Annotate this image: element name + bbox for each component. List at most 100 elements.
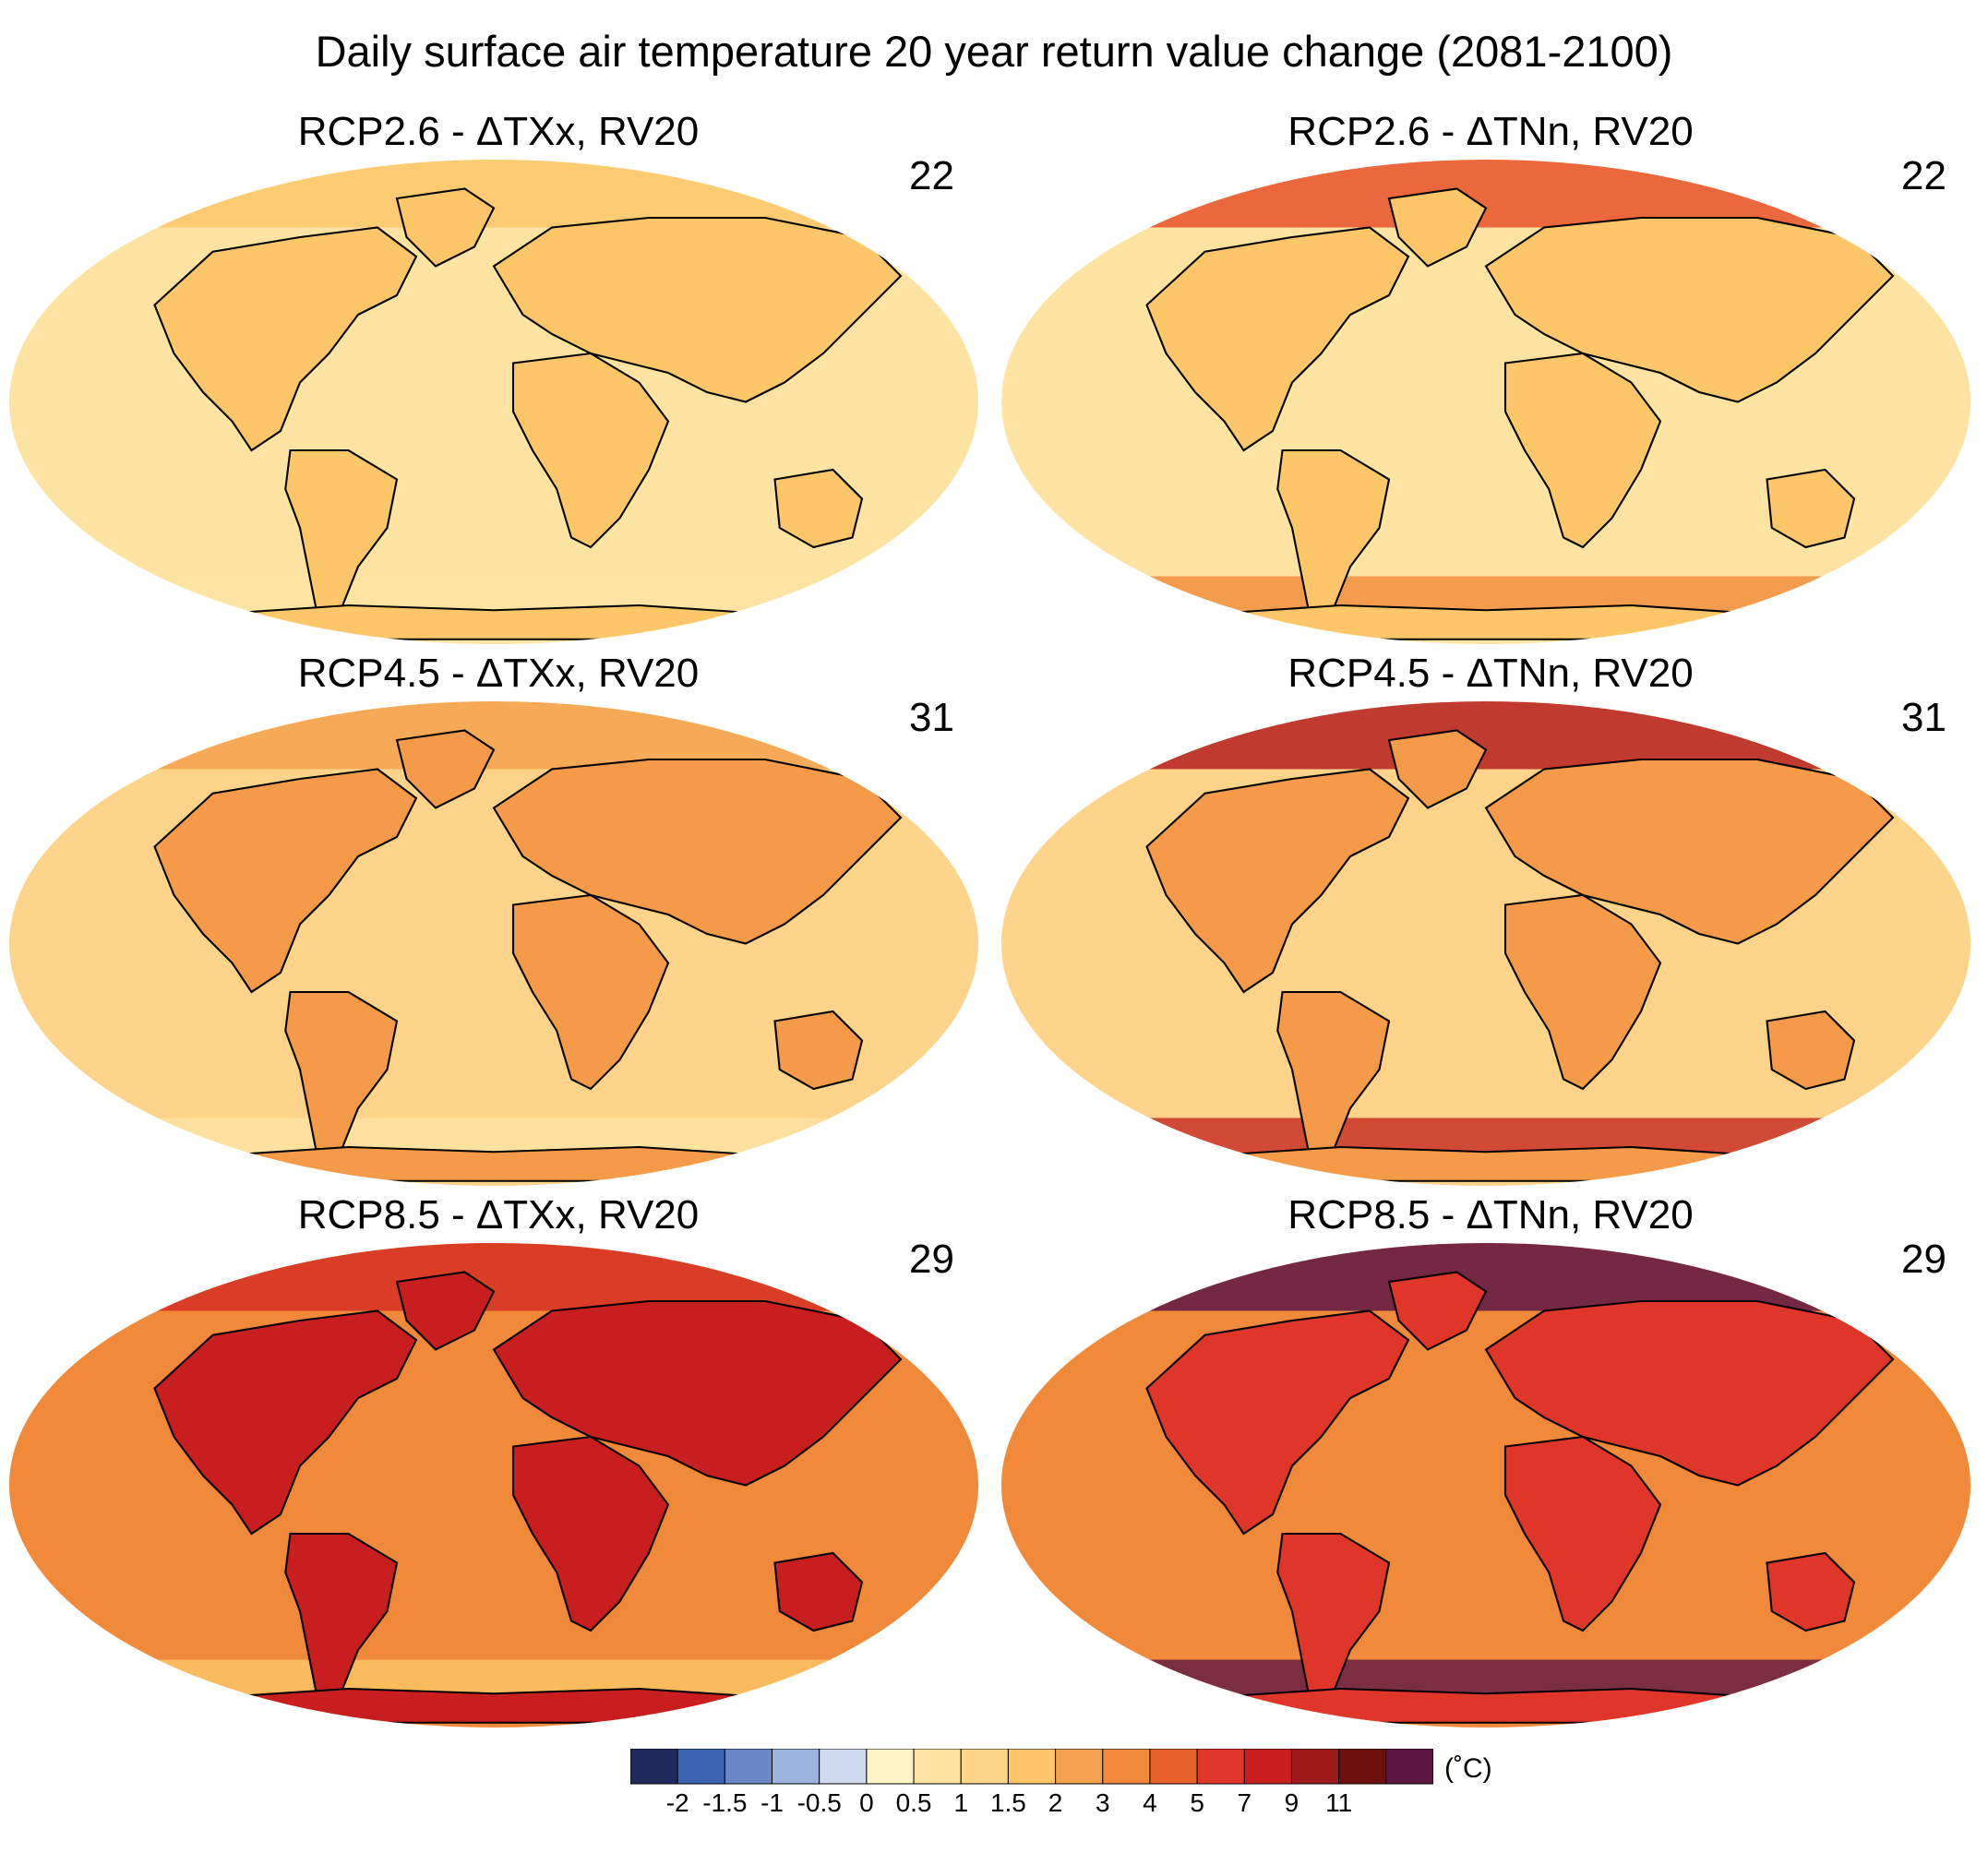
map-panel-3: RCP4.5 - ΔTXx, RV20 31 (9, 651, 988, 1195)
colorbar-cell (819, 1749, 868, 1785)
panel-title: RCP4.5 - ΔTXx, RV20 (297, 651, 700, 696)
map-panel-5: RCP8.5 - ΔTXx, RV20 29 (9, 1192, 988, 1737)
arctic-band (9, 160, 978, 228)
continent-africa (511, 893, 670, 1091)
arctic-band (1001, 160, 1970, 228)
world-map (9, 1243, 978, 1728)
continent-north-america (153, 226, 418, 452)
continent-europe-asia (1484, 216, 1895, 403)
continent-antarctica (200, 604, 787, 640)
colorbar-tick-label: 7 (1237, 1788, 1252, 1817)
colorbar-cell (1196, 1749, 1245, 1785)
continent-antarctica (200, 1145, 787, 1182)
continent-greenland (1387, 729, 1488, 809)
panel-title: RCP2.6 - ΔTXx, RV20 (297, 109, 700, 154)
panel-title: RCP8.5 - ΔTXx, RV20 (297, 1192, 700, 1237)
colorbar-tick-label: -1.5 (702, 1788, 748, 1817)
arctic-band (1001, 1243, 1970, 1311)
colorbar-tick-label: 11 (1325, 1788, 1353, 1817)
continent-antarctica (1192, 1687, 1779, 1724)
continent-australia (1766, 1010, 1856, 1091)
continent-greenland (395, 1271, 496, 1351)
model-count: 22 (909, 153, 954, 198)
continent-australia (773, 1551, 864, 1632)
figure-title: Daily surface air temperature 20 year re… (315, 27, 1673, 76)
colorbar-cell (1007, 1749, 1057, 1785)
continent-africa (1503, 352, 1662, 549)
colorbar-cell (960, 1749, 1009, 1785)
colorbar-cell (1243, 1749, 1292, 1785)
continent-north-america (1145, 1309, 1410, 1536)
continent-europe-asia (492, 216, 903, 403)
colorbar-tick-label: 9 (1284, 1788, 1299, 1817)
colorbar-tick-label: 5 (1190, 1788, 1204, 1817)
continent-north-america (153, 768, 418, 994)
colorbar-cell (866, 1749, 915, 1785)
continent-north-america (1145, 226, 1410, 452)
model-count: 31 (1901, 695, 1946, 740)
colorbar-tick-label: -1 (760, 1788, 784, 1817)
continent-north-america (1145, 768, 1410, 994)
arctic-band (9, 701, 978, 770)
continent-greenland (395, 729, 496, 809)
colorbar-cell (772, 1749, 820, 1785)
continent-europe-asia (1484, 758, 1895, 945)
map-panel-6: RCP8.5 - ΔTNn, RV20 29 (1001, 1192, 1980, 1737)
continent-greenland (1387, 1271, 1488, 1351)
colorbar-tick-label: 2 (1048, 1788, 1063, 1817)
continent-north-america (153, 1309, 418, 1536)
continent-africa (511, 1435, 670, 1632)
continent-europe-asia (1484, 1299, 1895, 1487)
map-panel-1: RCP2.6 - ΔTXx, RV20 22 (9, 109, 988, 653)
world-map (1001, 160, 1970, 644)
arctic-band (9, 1243, 978, 1311)
colorbar-tick-label: 3 (1095, 1788, 1110, 1817)
colorbar-cell (1055, 1749, 1104, 1785)
colorbar-cell (630, 1749, 678, 1785)
world-map (9, 160, 978, 644)
continent-australia (1766, 1551, 1856, 1632)
continent-australia (1766, 468, 1856, 549)
continent-antarctica (1192, 604, 1779, 640)
colorbar-tick-label: -2 (665, 1788, 689, 1817)
continent-europe-asia (492, 1299, 903, 1487)
colorbar-cell (1290, 1749, 1340, 1785)
continent-africa (1503, 1435, 1662, 1632)
colorbar-cell (724, 1749, 773, 1785)
continent-europe-asia (492, 758, 903, 945)
panel-title: RCP8.5 - ΔTNn, RV20 (1287, 1192, 1694, 1237)
continent-africa (1503, 893, 1662, 1091)
continent-greenland (395, 187, 496, 268)
continent-australia (773, 1010, 864, 1091)
panel-title: RCP4.5 - ΔTNn, RV20 (1287, 651, 1694, 696)
colorbar-tick-label: -0.5 (796, 1788, 842, 1817)
panel-title: RCP2.6 - ΔTNn, RV20 (1287, 109, 1694, 154)
world-map (1001, 701, 1970, 1186)
colorbar-cell (1102, 1749, 1151, 1785)
map-panel-4: RCP4.5 - ΔTNn, RV20 31 (1001, 651, 1980, 1195)
colorbar-tick-label: 1.5 (989, 1788, 1026, 1817)
colorbar-unit: (˚C) (1444, 1753, 1492, 1784)
continent-greenland (1387, 187, 1488, 268)
colorbar-tick-label: 4 (1143, 1788, 1157, 1817)
continent-antarctica (200, 1687, 787, 1724)
colorbar-cell (913, 1749, 962, 1785)
model-count: 29 (909, 1237, 954, 1282)
model-count: 29 (1901, 1237, 1946, 1282)
colorbar-tick-label: 0.5 (895, 1788, 932, 1817)
arctic-band (1001, 701, 1970, 770)
colorbar-tick-label: 1 (953, 1788, 969, 1817)
model-count: 31 (909, 695, 954, 740)
colorbar-cell (1385, 1749, 1433, 1785)
map-panel-2: RCP2.6 - ΔTNn, RV20 22 (1001, 109, 1980, 653)
continent-africa (511, 352, 670, 549)
model-count: 22 (1901, 153, 1946, 198)
continent-antarctica (1192, 1145, 1779, 1182)
colorbar-cell (1149, 1749, 1198, 1785)
world-map (9, 701, 978, 1186)
colorbar-cell (1338, 1749, 1387, 1785)
colorbar (630, 1749, 1433, 1785)
colorbar-tick-label: 0 (859, 1788, 874, 1817)
colorbar-cell (677, 1749, 725, 1785)
continent-australia (773, 468, 864, 549)
